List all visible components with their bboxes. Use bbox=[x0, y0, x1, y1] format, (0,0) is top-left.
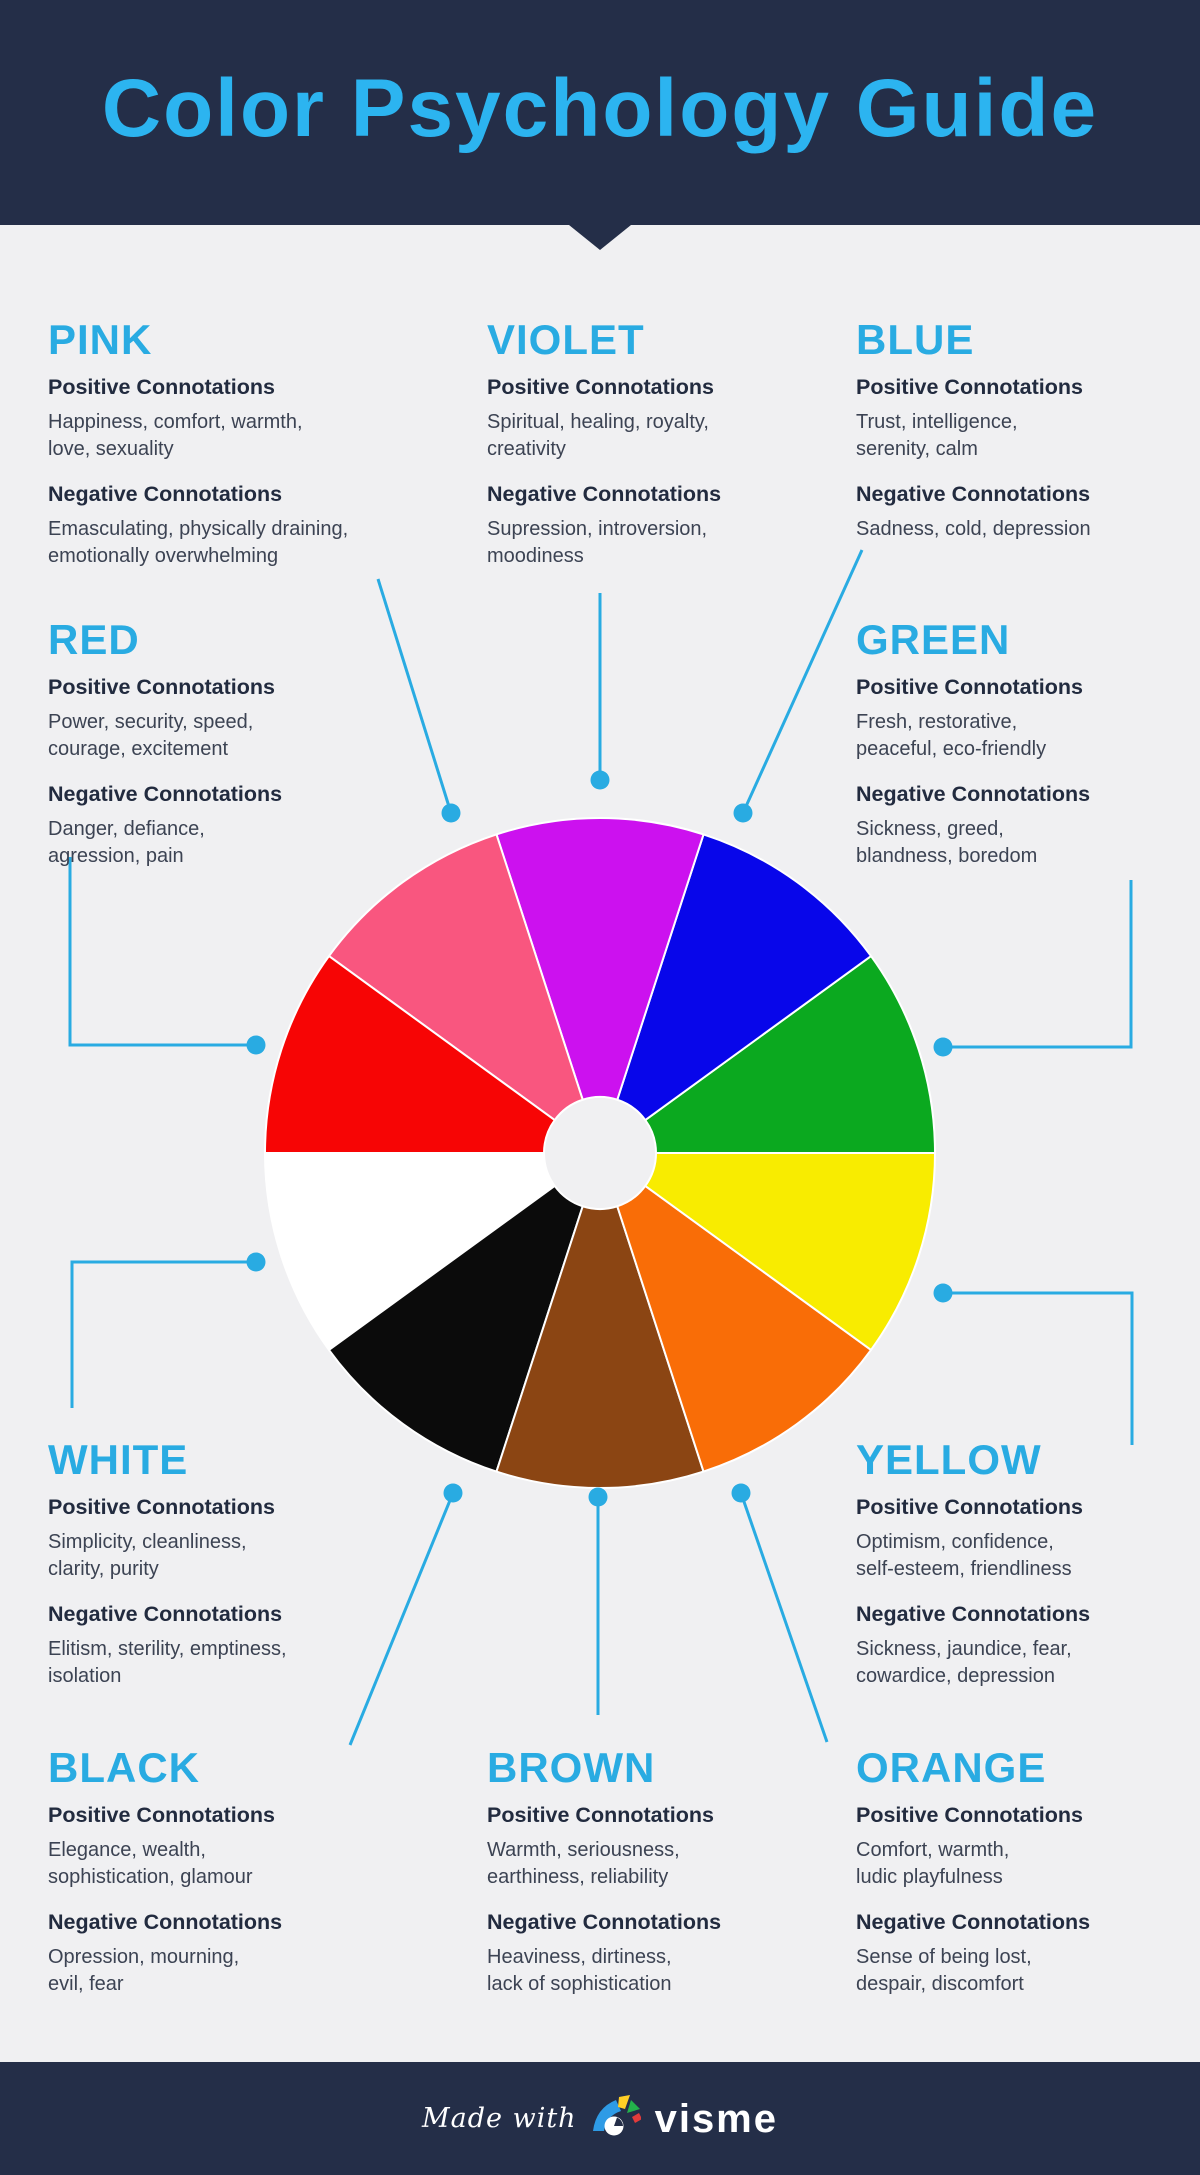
wheel-segment-pink bbox=[327, 833, 584, 1122]
wheel-segment-violet bbox=[495, 817, 705, 1101]
positive-connotations-text: Warmth, seriousness, earthiness, reliabi… bbox=[487, 1839, 680, 1888]
positive-connotations-label: Positive Connotations bbox=[487, 1803, 714, 1827]
connector-dot-white bbox=[246, 1252, 266, 1272]
connector-dot-violet bbox=[590, 770, 610, 790]
section-pink: PINK Positive Connotations Happiness, co… bbox=[48, 318, 420, 588]
negative-connotations-text: Sense of being lost, despair, discomfort bbox=[856, 1946, 1032, 1995]
positive-connotations-text: Trust, intelligence, serenity, calm bbox=[856, 411, 1018, 460]
section-black: BLACK Positive Connotations Elegance, we… bbox=[48, 1746, 420, 2016]
negative-connotations-text: Supression, introversion, moodiness bbox=[487, 518, 708, 567]
negative-connotations-label: Negative Connotations bbox=[48, 482, 283, 506]
connector-line-blue bbox=[741, 549, 864, 814]
connector-line-red bbox=[68, 857, 256, 1047]
negative-connotations-text: Sickness, greed, blandness, boredom bbox=[856, 818, 1038, 867]
positive-connotations-label: Positive Connotations bbox=[48, 1495, 275, 1519]
green-heading: GREEN bbox=[856, 616, 1011, 663]
header-notch-triangle bbox=[569, 225, 631, 250]
connector-dot-orange bbox=[731, 1483, 751, 1503]
connector-dot-brown bbox=[588, 1487, 608, 1507]
connector-dot-pink bbox=[441, 803, 461, 823]
connector-dot-yellow bbox=[933, 1283, 953, 1303]
violet-heading: VIOLET bbox=[487, 316, 645, 363]
white-heading: WHITE bbox=[48, 1436, 189, 1483]
visme-logo-icon bbox=[591, 2095, 642, 2142]
negative-connotations-label: Negative Connotations bbox=[48, 782, 283, 806]
negative-connotations-label: Negative Connotations bbox=[487, 482, 722, 506]
negative-connotations-label: Negative Connotations bbox=[856, 1602, 1091, 1626]
header-banner: Color Psychology Guide bbox=[0, 0, 1200, 225]
positive-connotations-label: Positive Connotations bbox=[48, 1803, 275, 1827]
positive-connotations-text: Optimism, confidence, self-esteem, frien… bbox=[856, 1531, 1072, 1580]
positive-connotations-label: Positive Connotations bbox=[856, 1495, 1083, 1519]
positive-connotations-label: Positive Connotations bbox=[48, 375, 275, 399]
pink-heading: PINK bbox=[48, 316, 153, 363]
section-yellow: YELLOW Positive Connotations Optimism, c… bbox=[856, 1438, 1200, 1708]
negative-connotations-label: Negative Connotations bbox=[48, 1602, 283, 1626]
wheel-segment-brown bbox=[495, 1205, 705, 1489]
made-with-text: Made with bbox=[422, 2103, 577, 2134]
brown-heading: BROWN bbox=[487, 1744, 656, 1791]
positive-connotations-text: Comfort, warmth, ludic playfulness bbox=[856, 1839, 1010, 1888]
negative-connotations-label: Negative Connotations bbox=[856, 482, 1091, 506]
connector-dot-green bbox=[933, 1037, 953, 1057]
connector-line-black bbox=[348, 1492, 455, 1746]
wheel-segment-white bbox=[264, 1152, 556, 1351]
positive-connotations-label: Positive Connotations bbox=[856, 1803, 1083, 1827]
red-heading: RED bbox=[48, 616, 140, 663]
section-red: RED Positive Connotations Power, securit… bbox=[48, 618, 420, 888]
section-green: GREEN Positive Connotations Fresh, resto… bbox=[856, 618, 1200, 888]
positive-connotations-text: Power, security, speed, courage, excitem… bbox=[48, 711, 254, 760]
section-white: WHITE Positive Connotations Simplicity, … bbox=[48, 1438, 420, 1708]
negative-connotations-text: Sadness, cold, depression bbox=[856, 518, 1091, 540]
negative-connotations-label: Negative Connotations bbox=[48, 1910, 283, 1934]
negative-connotations-label: Negative Connotations bbox=[856, 782, 1091, 806]
negative-connotations-text: Sickness, jaundice, fear, cowardice, dep… bbox=[856, 1638, 1072, 1687]
section-violet: VIOLET Positive Connotations Spiritual, … bbox=[487, 318, 859, 588]
connector-dot-black bbox=[443, 1483, 463, 1503]
negative-connotations-text: Opression, mourning, evil, fear bbox=[48, 1946, 240, 1995]
yellow-heading: YELLOW bbox=[856, 1436, 1042, 1483]
positive-connotations-label: Positive Connotations bbox=[856, 375, 1083, 399]
connector-line-pink bbox=[376, 578, 453, 814]
section-blue: BLUE Positive Connotations Trust, intell… bbox=[856, 318, 1200, 561]
connector-line-green bbox=[943, 880, 1133, 1049]
blue-heading: BLUE bbox=[856, 316, 975, 363]
positive-connotations-text: Simplicity, cleanliness, clarity, purity bbox=[48, 1531, 247, 1580]
negative-connotations-label: Negative Connotations bbox=[856, 1910, 1091, 1934]
negative-connotations-text: Emasculating, physically draining, emoti… bbox=[48, 518, 349, 567]
negative-connotations-text: Elitism, sterility, emptiness, isolation bbox=[48, 1638, 287, 1687]
visme-wordmark: visme bbox=[654, 2096, 778, 2141]
connector-dot-red bbox=[246, 1035, 266, 1055]
negative-connotations-label: Negative Connotations bbox=[487, 1910, 722, 1934]
section-brown: BROWN Positive Connotations Warmth, seri… bbox=[487, 1746, 859, 2016]
section-orange: ORANGE Positive Connotations Comfort, wa… bbox=[856, 1746, 1200, 2016]
negative-connotations-text: Heaviness, dirtiness, lack of sophistica… bbox=[487, 1946, 672, 1995]
positive-connotations-text: Elegance, wealth, sophistication, glamou… bbox=[48, 1839, 253, 1888]
connector-dot-blue bbox=[733, 803, 753, 823]
wheel-segment-yellow bbox=[644, 1152, 936, 1351]
wheel-segment-orange bbox=[616, 1184, 873, 1473]
positive-connotations-text: Spiritual, healing, royalty, creativity bbox=[487, 411, 709, 460]
black-heading: BLACK bbox=[48, 1744, 200, 1791]
negative-connotations-text: Danger, defiance, agression, pain bbox=[48, 818, 205, 867]
positive-connotations-label: Positive Connotations bbox=[487, 375, 714, 399]
connector-line-yellow bbox=[943, 1291, 1134, 1445]
page-title: Color Psychology Guide bbox=[101, 63, 1099, 154]
positive-connotations-text: Happiness, comfort, warmth, love, sexual… bbox=[48, 411, 303, 460]
positive-connotations-label: Positive Connotations bbox=[856, 675, 1083, 699]
connector-line-orange bbox=[739, 1492, 829, 1743]
wheel-segment-green bbox=[644, 955, 936, 1154]
positive-connotations-text: Fresh, restorative, peaceful, eco-friend… bbox=[856, 711, 1047, 760]
connector-line-white bbox=[70, 1260, 256, 1408]
orange-heading: ORANGE bbox=[856, 1744, 1047, 1791]
wheel-segment-red bbox=[264, 955, 556, 1154]
footer-banner: Made with visme bbox=[0, 2062, 1200, 2175]
positive-connotations-label: Positive Connotations bbox=[48, 675, 275, 699]
